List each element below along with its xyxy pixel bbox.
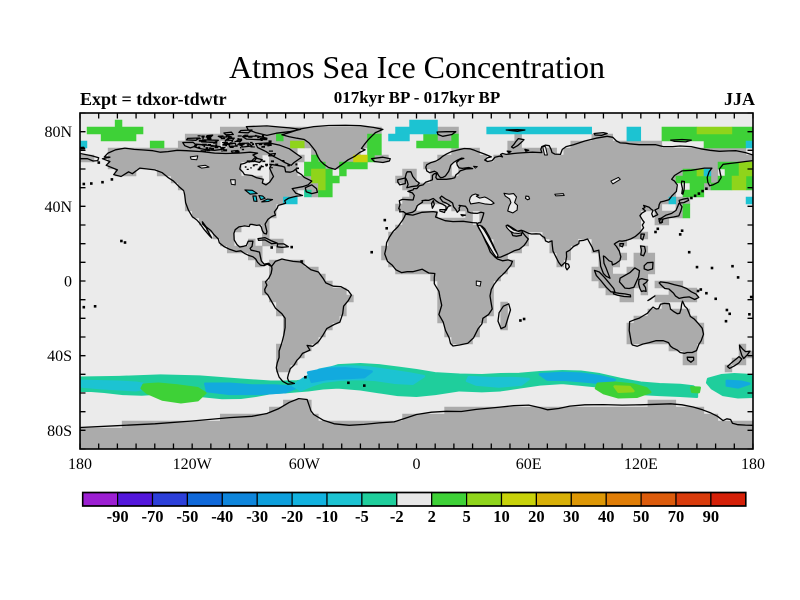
svg-text:-2: -2	[390, 507, 404, 526]
svg-text:-10: -10	[316, 507, 338, 526]
svg-text:20: 20	[528, 507, 545, 526]
svg-text:60W: 60W	[289, 456, 321, 473]
svg-text:-30: -30	[246, 507, 268, 526]
svg-text:180: 180	[741, 456, 765, 473]
svg-text:2: 2	[428, 507, 436, 526]
svg-text:Atmos Sea Ice Concentration: Atmos Sea Ice Concentration	[229, 49, 605, 85]
svg-text:120W: 120W	[173, 456, 213, 473]
svg-text:40S: 40S	[47, 348, 72, 365]
svg-text:-40: -40	[211, 507, 233, 526]
svg-text:-20: -20	[281, 507, 303, 526]
svg-text:120E: 120E	[624, 456, 658, 473]
svg-text:80N: 80N	[44, 124, 72, 141]
svg-text:Expt = tdxor-tdwtr: Expt = tdxor-tdwtr	[80, 89, 227, 109]
svg-text:0: 0	[413, 456, 421, 473]
svg-text:80S: 80S	[47, 423, 72, 440]
svg-text:5: 5	[462, 507, 470, 526]
svg-text:30: 30	[563, 507, 580, 526]
svg-text:-50: -50	[176, 507, 198, 526]
svg-text:40: 40	[598, 507, 615, 526]
svg-text:90: 90	[703, 507, 720, 526]
svg-text:180: 180	[68, 456, 92, 473]
svg-text:50: 50	[633, 507, 650, 526]
svg-text:017kyr BP - 017kyr BP: 017kyr BP - 017kyr BP	[334, 88, 501, 107]
svg-text:JJA: JJA	[724, 89, 755, 109]
svg-text:0: 0	[64, 274, 72, 291]
svg-text:60E: 60E	[516, 456, 542, 473]
svg-text:-90: -90	[107, 507, 129, 526]
svg-text:-5: -5	[355, 507, 369, 526]
svg-text:10: 10	[493, 507, 510, 526]
svg-text:-70: -70	[142, 507, 164, 526]
svg-text:40N: 40N	[44, 199, 72, 216]
svg-text:70: 70	[668, 507, 685, 526]
